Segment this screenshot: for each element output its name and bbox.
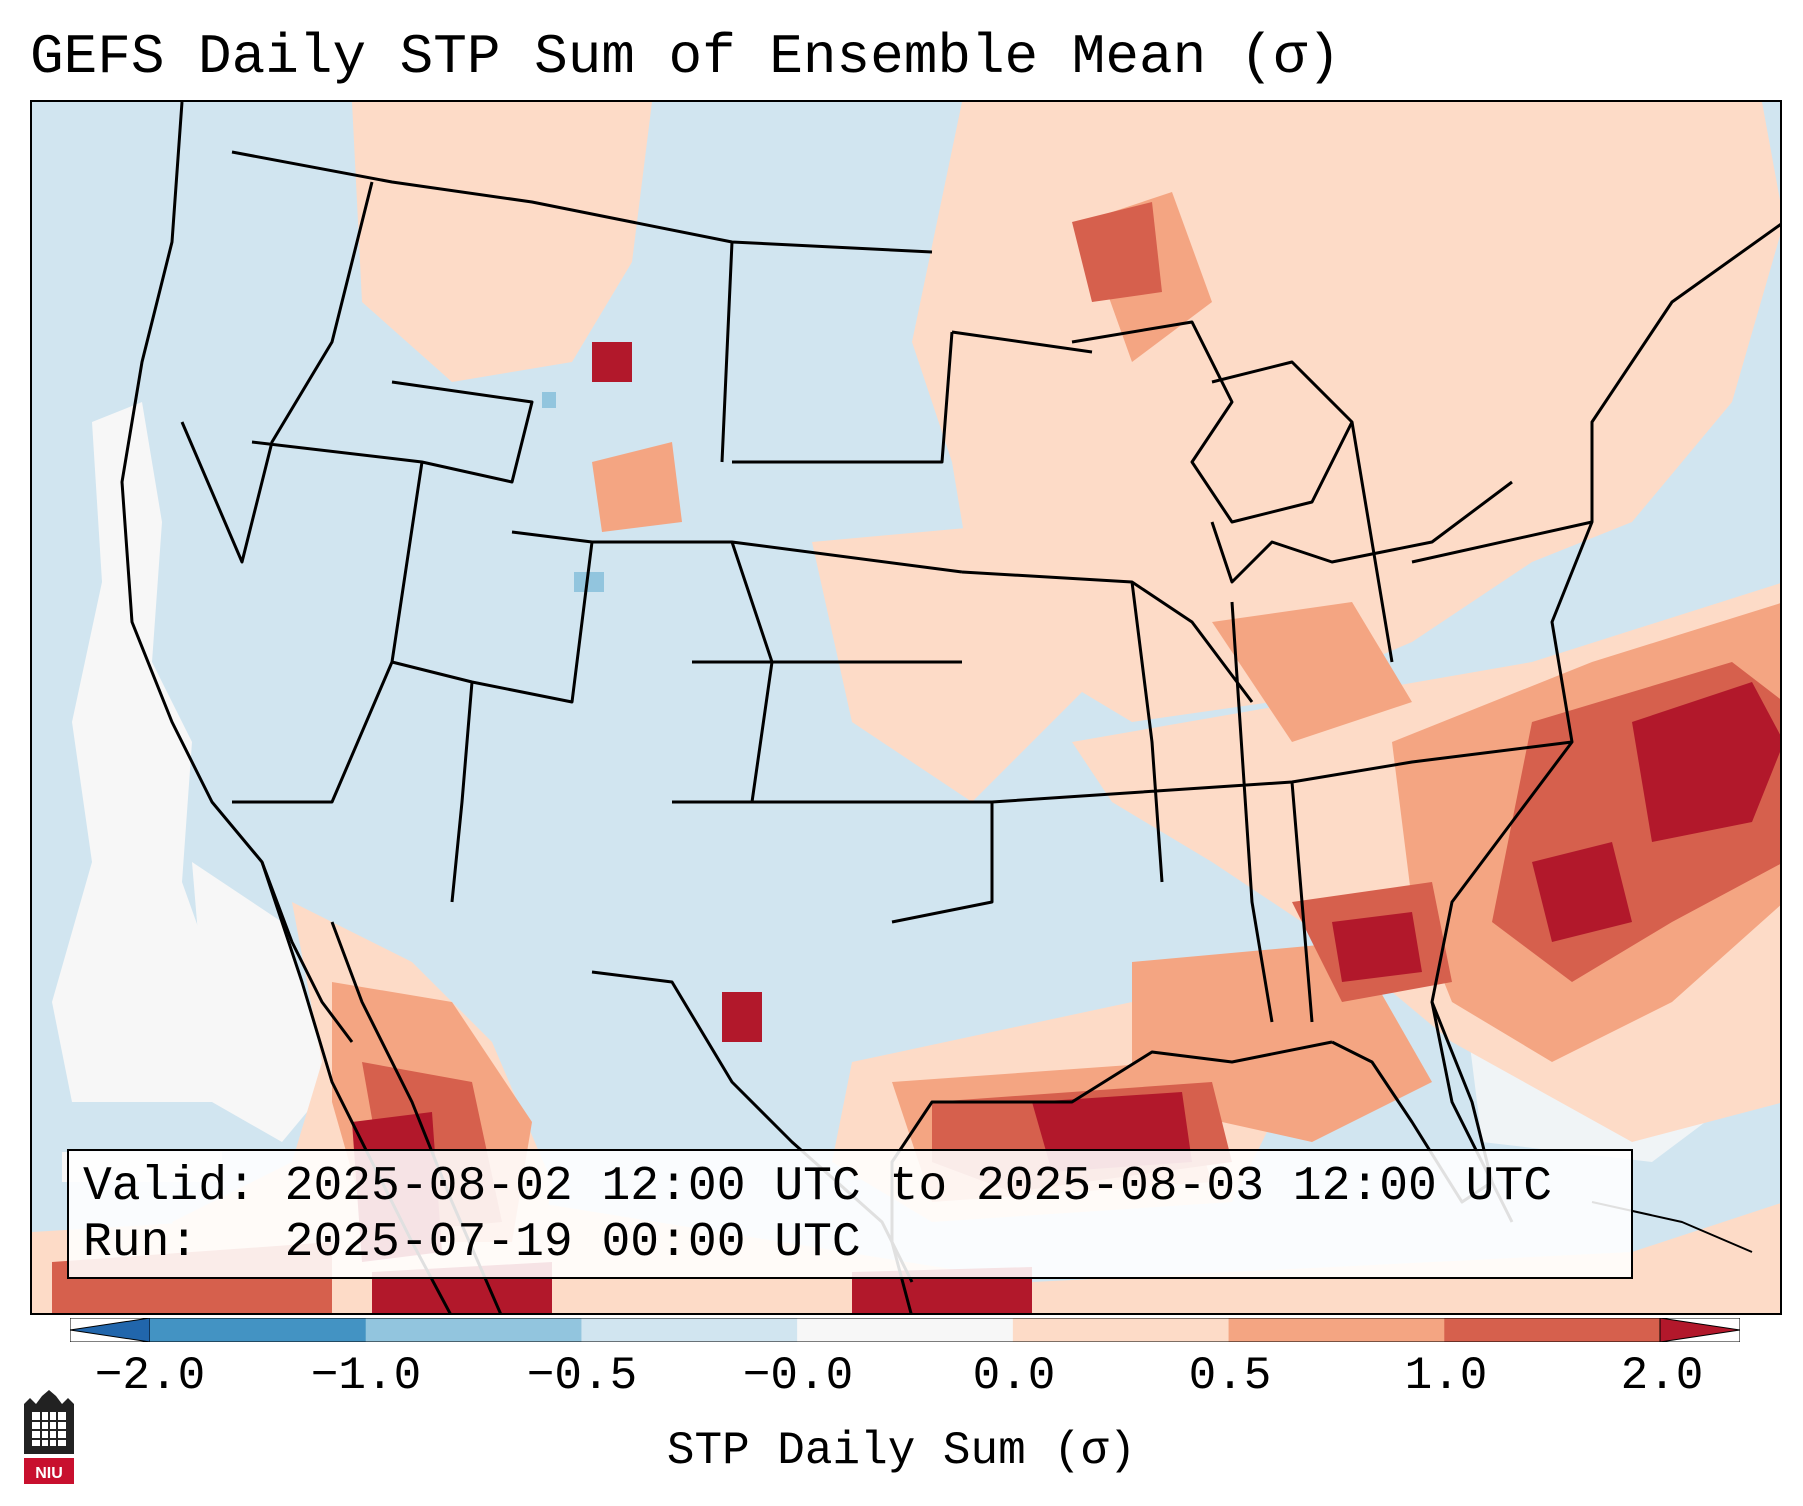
state-lines-central xyxy=(592,241,994,924)
map-panel xyxy=(30,100,1782,1315)
colorbar-bin-7 xyxy=(1444,1318,1661,1342)
state-lines-east xyxy=(951,330,1593,1023)
colorbar-label: STP Daily Sum (σ) xyxy=(666,1425,1137,1477)
colorbar-tick-5: 0.0 xyxy=(972,1350,1056,1402)
colorbar-bin-5 xyxy=(1012,1318,1230,1342)
run-line: Run: 2025-07-19 00:00 UTC xyxy=(83,1216,861,1270)
valid-line: Valid: 2025-08-02 12:00 UTC to 2025-08-0… xyxy=(83,1160,1553,1214)
colorbar-bin-4 xyxy=(797,1318,1014,1342)
baja xyxy=(260,861,354,1043)
canada-us-border xyxy=(231,150,933,254)
valid-run-info-box: Valid: 2025-08-02 12:00 UTC to 2025-08-0… xyxy=(67,1149,1633,1279)
niu-logo-icon: NIU xyxy=(24,1390,74,1484)
colorbar-bin-6 xyxy=(1228,1318,1445,1342)
colorbar-ticks: −2.0 −1.0 −0.5 −0.0 0.0 0.5 1.0 2.0 xyxy=(0,1350,1803,1410)
colorbar-tick-2: −1.0 xyxy=(310,1350,422,1402)
map-svg xyxy=(32,102,1780,1313)
colorbar-tick-6: 0.5 xyxy=(1188,1350,1272,1402)
state-lines-west xyxy=(180,181,594,903)
colorbar-bin-3 xyxy=(581,1318,798,1342)
east-coast xyxy=(1430,223,1780,1223)
colorbar-extend-high xyxy=(1659,1318,1740,1342)
chart-title: GEFS Daily STP Sum of Ensemble Mean (σ) xyxy=(30,25,1341,89)
logo-text: NIU xyxy=(35,1465,63,1482)
negative-areas xyxy=(542,392,604,592)
colorbar-bin-1 xyxy=(150,1318,367,1342)
great-lakes xyxy=(1071,320,1513,584)
colorbar-bin-2 xyxy=(365,1318,582,1342)
colorbar-tick-3: −0.5 xyxy=(526,1350,638,1402)
colorbar-extend-low xyxy=(70,1318,151,1342)
colorbar-tick-4: −0.0 xyxy=(742,1350,854,1402)
colorbar-tick-7: 1.0 xyxy=(1404,1350,1488,1402)
colorbar-tick-8: 2.0 xyxy=(1620,1350,1704,1402)
colorbar-tick-1: −2.0 xyxy=(94,1350,206,1402)
colorbar xyxy=(70,1318,1740,1342)
